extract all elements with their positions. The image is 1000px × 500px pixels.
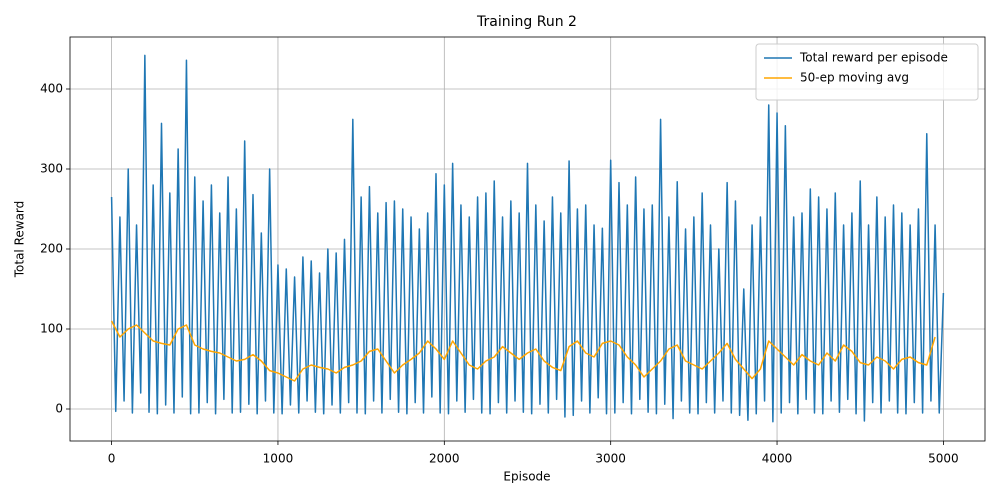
y-axis-label: Total Reward [13, 201, 27, 279]
legend: Total reward per episode 50-ep moving avg [755, 43, 979, 101]
y-tick-label: 0 [55, 402, 63, 416]
legend-label: 50-ep moving avg [800, 71, 909, 85]
legend-label: Total reward per episode [799, 51, 948, 65]
x-tick-label: 0 [108, 452, 116, 466]
x-tick-label: 5000 [928, 452, 959, 466]
y-tick-label: 400 [40, 82, 63, 96]
grid [70, 37, 985, 441]
x-axis-label: Episode [503, 470, 550, 484]
y-tick-label: 300 [40, 162, 63, 176]
plot-frame [69, 36, 986, 442]
x-tick-label: 4000 [762, 452, 793, 466]
x-tick-label: 2000 [429, 452, 460, 466]
y-tick-label: 200 [40, 242, 63, 256]
series-line [110, 54, 945, 423]
legend-box [755, 43, 979, 101]
x-tick-label: 3000 [595, 452, 626, 466]
series-line [110, 320, 936, 382]
x-tick-label: 1000 [263, 452, 294, 466]
y-tick-label: 100 [40, 322, 63, 336]
chart-title: Training Run 2 [476, 14, 577, 30]
